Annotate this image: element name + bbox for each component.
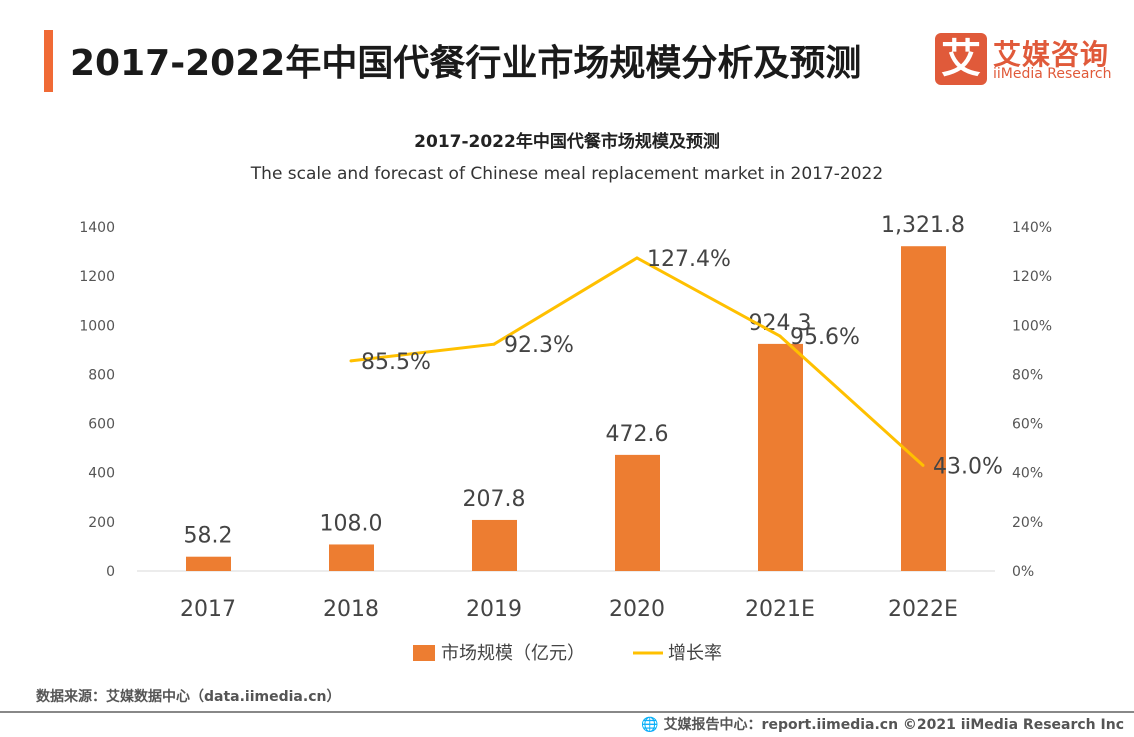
line-data-label: 85.5%	[361, 350, 431, 375]
bar	[901, 246, 946, 572]
bar-data-label: 108.0	[320, 511, 383, 536]
right-tick-label: 100%	[1012, 318, 1052, 334]
line-data-label: 95.6%	[790, 325, 860, 350]
line-point	[492, 342, 496, 346]
x-tick-label: 2019	[466, 597, 522, 622]
footer-divider	[0, 711, 1134, 713]
bar	[758, 343, 803, 571]
chart-subtitle: The scale and forecast of Chinese meal r…	[250, 164, 884, 184]
left-tick-label: 1000	[79, 318, 115, 334]
right-tick-label: 140%	[1012, 220, 1052, 236]
footer-credit-text: 艾媒报告中心：report.iimedia.cn ©2021 iiMedia R…	[663, 717, 1124, 733]
legend-line-label: 增长率	[668, 643, 722, 664]
bar-data-label: 207.8	[463, 487, 526, 512]
bar	[329, 544, 374, 571]
data-source: 数据来源：艾媒数据中心（data.iimedia.cn）	[36, 689, 341, 705]
logo-cn: 艾媒咨询	[993, 38, 1110, 71]
bar-data-label: 58.2	[184, 524, 233, 549]
logo-mark: 艾	[935, 33, 987, 85]
bar	[472, 519, 517, 571]
right-tick-label: 0%	[1012, 564, 1034, 580]
line-point	[921, 463, 925, 467]
right-tick-label: 60%	[1012, 417, 1043, 433]
x-tick-label: 2021E	[745, 597, 815, 622]
line-point	[349, 359, 353, 363]
line-data-label: 92.3%	[504, 333, 574, 358]
x-tick-label: 2018	[323, 597, 379, 622]
title-accent-bar	[44, 30, 53, 92]
right-tick-label: 40%	[1012, 466, 1043, 482]
logo-en: iiMedia Research	[993, 66, 1112, 82]
left-tick-label: 1400	[79, 220, 115, 236]
left-tick-label: 600	[88, 417, 115, 433]
x-tick-label: 2020	[609, 597, 665, 622]
x-tick-label: 2017	[180, 597, 236, 622]
left-tick-label: 400	[88, 466, 115, 482]
line-point	[635, 256, 639, 260]
bar-data-label: 472.6	[606, 422, 669, 447]
page-title: 2017-2022年中国代餐行业市场规模分析及预测	[70, 43, 862, 84]
legend-bar-swatch	[413, 645, 435, 661]
left-tick-label: 200	[88, 515, 115, 531]
bar	[186, 556, 231, 571]
legend-bar-label: 市场规模（亿元）	[441, 643, 585, 664]
right-tick-label: 80%	[1012, 367, 1043, 383]
right-tick-label: 20%	[1012, 515, 1043, 531]
footer-credit: 🌐 艾媒报告中心：report.iimedia.cn ©2021 iiMedia…	[641, 714, 1124, 734]
line-data-label: 43.0%	[933, 454, 1003, 479]
x-tick-label: 2022E	[888, 597, 958, 622]
left-tick-label: 0	[106, 564, 115, 580]
globe-icon: 🌐	[641, 717, 659, 733]
line-data-label: 127.4%	[647, 247, 731, 272]
left-tick-label: 1200	[79, 269, 115, 285]
bar	[615, 454, 660, 571]
bar-data-label: 1,321.8	[881, 213, 965, 238]
left-tick-label: 800	[88, 367, 115, 383]
chart-title: 2017-2022年中国代餐市场规模及预测	[414, 132, 720, 152]
line-point	[778, 334, 782, 338]
right-tick-label: 120%	[1012, 269, 1052, 285]
